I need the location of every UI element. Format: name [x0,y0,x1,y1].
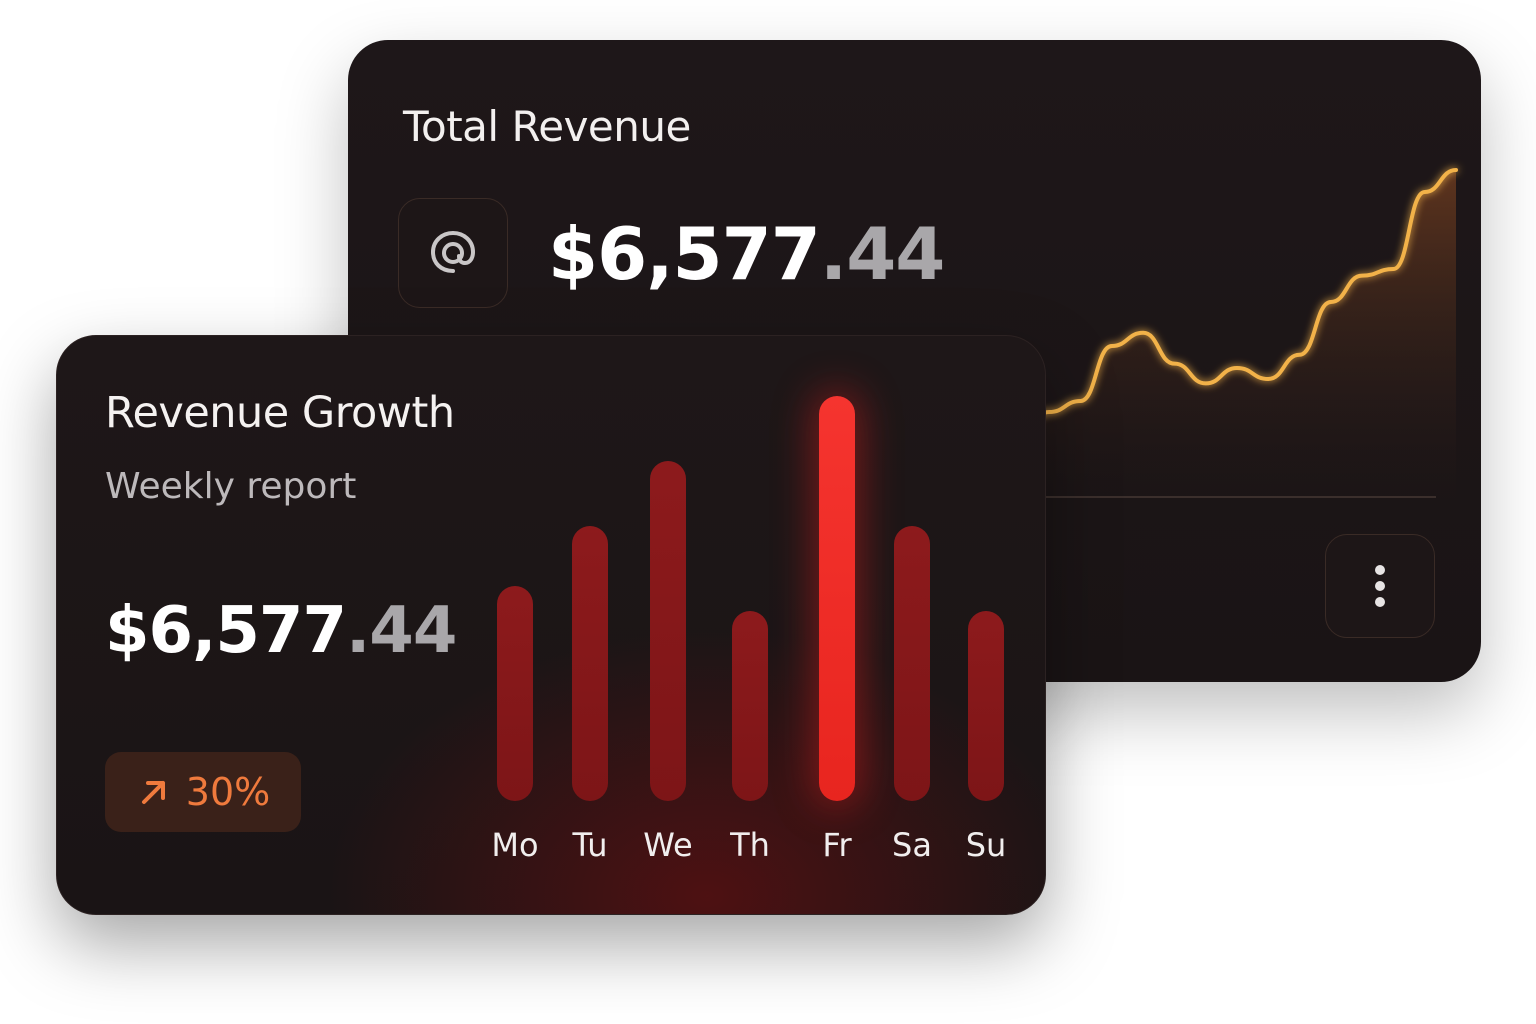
bar-sa[interactable] [894,525,930,801]
revenue-growth-card: Revenue Growth Weekly report $6,577.44 3… [56,335,1046,915]
amount-whole: $6,577 [105,594,347,668]
arrow-up-right-icon [141,781,165,804]
trend-line [1016,168,1458,436]
day-label-su: Su [965,826,1007,864]
growth-change-value: 30% [185,770,271,814]
bar-mo[interactable] [497,586,533,801]
revenue-growth-subtitle: Weekly report [105,466,357,507]
revenue-growth-amount: $6,577.44 [105,594,457,668]
growth-change-badge: 30% [105,752,301,832]
chart-baseline [1036,496,1436,498]
day-label-tu: Tu [572,826,608,864]
bar-fr[interactable] [819,396,855,801]
day-label-sa: Sa [892,826,932,864]
revenue-trend-chart [1016,168,1458,500]
day-label-we: We [643,826,693,864]
more-vertical-icon [1375,565,1385,607]
amount-cents: .44 [819,212,946,296]
bar-su[interactable] [968,610,1004,801]
at-sign-icon [430,230,476,273]
weekly-bar-chart: Mo Tu We Th Fr Sa Su [57,336,1045,914]
day-label-fr: Fr [822,826,852,864]
revenue-icon-button[interactable] [398,198,508,308]
trend-area [1018,170,1456,500]
total-revenue-title: Total Revenue [403,102,691,151]
more-options-button[interactable] [1325,534,1435,638]
day-label-th: Th [730,826,770,864]
bar-th[interactable] [732,610,768,801]
bar-we[interactable] [650,460,686,801]
total-revenue-amount: $6,577.44 [548,212,946,296]
revenue-growth-title: Revenue Growth [105,388,455,438]
amount-whole: $6,577 [548,212,821,296]
amount-cents: .44 [345,594,457,668]
day-label-mo: Mo [491,826,539,864]
bar-tu[interactable] [572,525,608,801]
